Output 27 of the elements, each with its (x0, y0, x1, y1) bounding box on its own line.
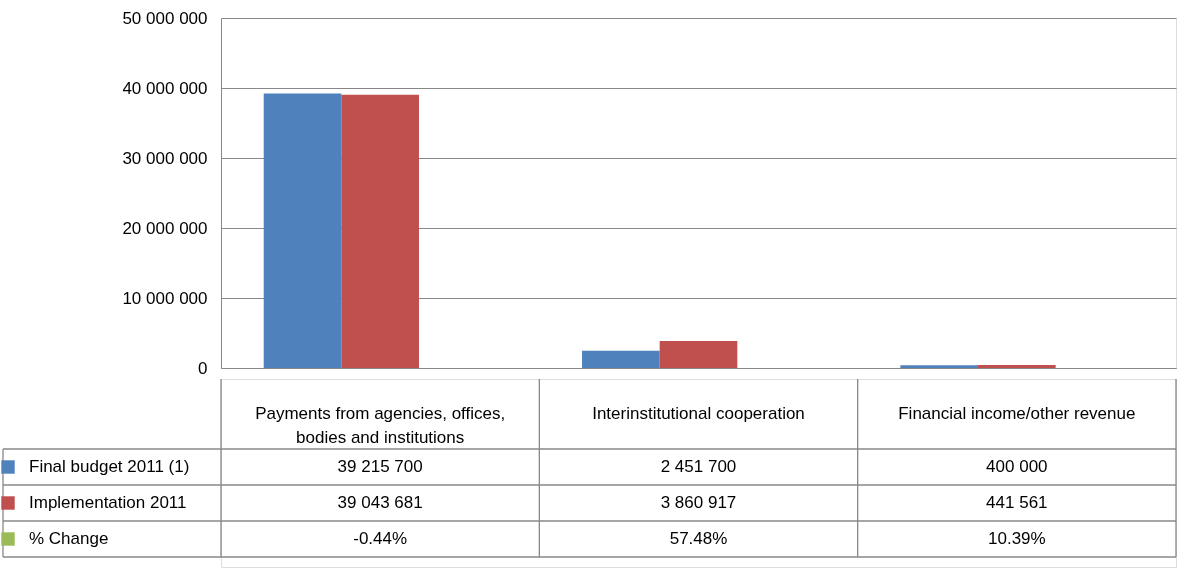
data-label: 3 860 917 (660, 493, 737, 512)
data-label: 39 043 681 (337, 493, 423, 512)
data-label: 400 000 (986, 457, 1048, 476)
data-label: 10.39% (988, 529, 1046, 548)
legend-label: % Change (29, 529, 109, 548)
bar (341, 94, 419, 368)
y-tick-label: 40 000 000 (122, 78, 208, 98)
x-tick-label: Payments from agencies, offices, bodies and institutions (255, 404, 506, 447)
legend-label: Implementation 2011 (29, 493, 187, 512)
x-tick-label: Interinstitutional cooperation (592, 404, 805, 423)
data-label: 441 561 (986, 493, 1048, 512)
bar (659, 340, 738, 368)
bar (978, 364, 1056, 368)
bar (582, 350, 660, 368)
data-label: 39 215 700 (337, 457, 423, 476)
y-tick-label: 50 000 000 (122, 8, 208, 28)
y-tick-label: 0 (198, 358, 208, 378)
legend-label: Final budget 2011 (1) (29, 457, 190, 476)
data-label: 2 451 700 (660, 457, 737, 476)
bar (263, 93, 342, 368)
y-tick-label: 10 000 000 (122, 288, 208, 308)
data-label: 57.48% (669, 529, 728, 548)
y-tick-label: 30 000 000 (122, 148, 208, 168)
x-tick-label: Financial income/other revenue (898, 404, 1136, 423)
bar (900, 365, 979, 368)
y-tick-label: 20 000 000 (122, 218, 208, 238)
text: -0.44% (353, 529, 408, 548)
